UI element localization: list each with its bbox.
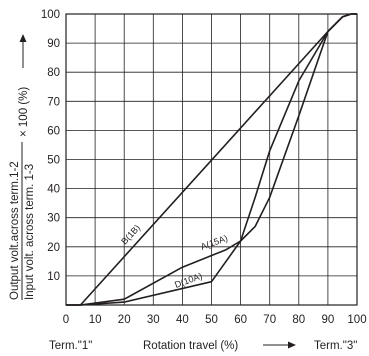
x-tick-label: 70	[263, 314, 276, 326]
x-tick-label: 90	[322, 314, 335, 326]
series-label-b: B(1B)	[119, 223, 142, 247]
y-tick-label: 40	[47, 184, 60, 196]
y-tick-label: 90	[47, 38, 60, 50]
y-axis-arrow-icon	[19, 34, 27, 42]
x-tick-label: 80	[292, 314, 305, 326]
x-tick-label: 30	[147, 314, 160, 326]
series-label-a: A(15A)	[199, 233, 229, 252]
y-tick-label: 80	[47, 67, 60, 79]
plot-frame	[65, 13, 358, 306]
x-tick-label: 60	[234, 314, 247, 326]
series-line-2	[66, 13, 357, 306]
x-axis-label: Rotation travel (%)	[143, 340, 238, 352]
x-tick-label: 50	[205, 314, 218, 326]
x-tick-label: 0	[63, 314, 69, 326]
x-tick-label: 40	[176, 314, 189, 326]
y-tick-label: 70	[47, 96, 60, 108]
tick-labels: 0 10 20 30 40 50 60 70 80 90 100 10 20 30 40 50 60 70 80 90…	[41, 9, 367, 326]
y-axis-label: Output volt.across term.1-2 Input volt. …	[9, 34, 36, 300]
x-axis-arrow-icon	[288, 341, 296, 349]
x-tick-label: 20	[118, 314, 131, 326]
y-tick-label: 10	[47, 271, 60, 283]
y-tick-label: 60	[47, 125, 60, 137]
y-axis-label-numerator: Output volt.across term.1-2	[9, 161, 21, 300]
x-tick-label: 10	[89, 314, 102, 326]
x-tick-label: 100	[347, 314, 366, 326]
y-tick-label: 30	[47, 213, 60, 225]
y-tick-label: 50	[47, 155, 60, 167]
y-tick-label: 20	[47, 242, 60, 254]
y-tick-label: 100	[41, 9, 60, 21]
x-start-label: Term."1"	[49, 340, 92, 352]
y-axis-label-denominator: Input volt. across term. 1-3	[24, 164, 36, 300]
x-end-label: Term."3"	[314, 340, 357, 352]
y-axis-label-factor: × 100 (%)	[18, 87, 30, 137]
series-layer	[66, 13, 357, 306]
